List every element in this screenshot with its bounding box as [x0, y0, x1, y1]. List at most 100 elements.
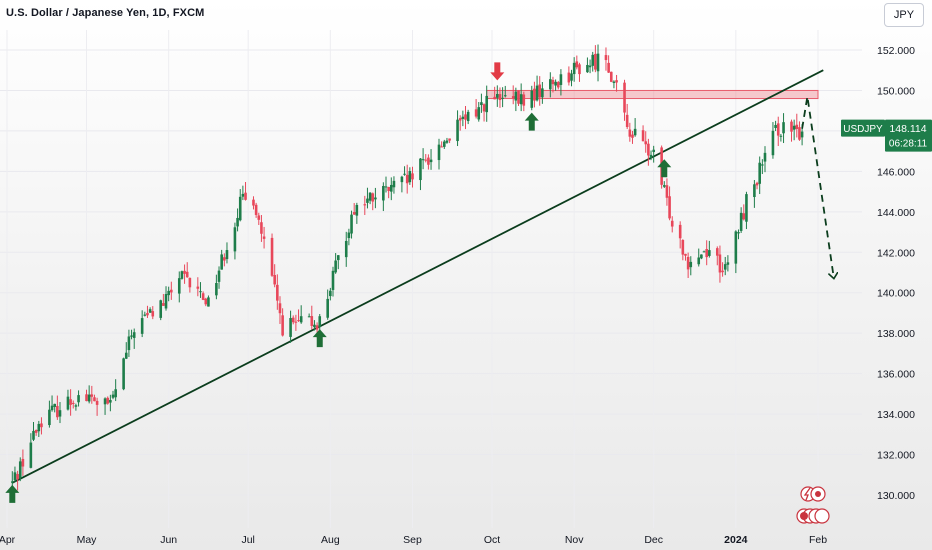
candle-body[interactable] [220, 254, 223, 270]
candle-body[interactable] [347, 232, 351, 239]
candle-body[interactable] [594, 53, 597, 70]
candle-body[interactable] [549, 79, 552, 90]
candle-body[interactable] [715, 248, 719, 256]
candle-body[interactable] [625, 114, 629, 128]
candle-body[interactable] [424, 159, 428, 161]
candle-body[interactable] [631, 134, 634, 138]
candle-body[interactable] [503, 95, 507, 97]
candle-body[interactable] [578, 64, 581, 75]
candle-body[interactable] [607, 62, 610, 73]
candle-body[interactable] [705, 249, 708, 258]
candle-body[interactable] [127, 336, 131, 351]
candle-body[interactable] [530, 90, 534, 108]
candle-body[interactable] [721, 270, 724, 273]
candle-body[interactable] [586, 64, 589, 73]
candle-body[interactable] [183, 270, 186, 274]
candle-body[interactable] [761, 164, 764, 166]
trendline[interactable] [11, 69, 824, 484]
candle-body[interactable] [427, 157, 430, 165]
candle-body[interactable] [628, 129, 632, 137]
candle-body[interactable] [604, 55, 608, 61]
candle-body[interactable] [315, 325, 319, 330]
candle-body[interactable] [384, 186, 388, 188]
candle-body[interactable] [517, 90, 520, 104]
candle-body[interactable] [254, 204, 258, 215]
candle-body[interactable] [238, 196, 242, 221]
candle-body[interactable] [318, 316, 322, 328]
candle-body[interactable] [329, 290, 332, 297]
candle-body[interactable] [763, 152, 767, 162]
candle-body[interactable] [795, 124, 799, 129]
candle-body[interactable] [215, 282, 218, 296]
events-icon[interactable] [800, 486, 826, 502]
candle-body[interactable] [130, 335, 133, 337]
candle-body[interactable] [252, 199, 255, 206]
candle-body[interactable] [588, 65, 592, 68]
candle-body[interactable] [429, 159, 433, 163]
candle-body[interactable] [34, 430, 38, 433]
candle-body[interactable] [368, 192, 372, 201]
candle-body[interactable] [522, 94, 526, 106]
candle-body[interactable] [464, 114, 467, 120]
candle-body[interactable] [474, 109, 478, 117]
candle-body[interactable] [419, 158, 422, 181]
candle-body[interactable] [87, 394, 91, 402]
candle-body[interactable] [299, 316, 303, 323]
candle-body[interactable] [122, 358, 125, 390]
candle-body[interactable] [307, 316, 311, 318]
candle-body[interactable] [66, 396, 70, 410]
candle-body[interactable] [403, 173, 406, 175]
candle-body[interactable] [40, 423, 43, 428]
candle-body[interactable] [448, 138, 451, 141]
candle-body[interactable] [753, 184, 756, 198]
candle-body[interactable] [162, 303, 165, 306]
candle-body[interactable] [652, 149, 655, 153]
candle-body[interactable] [742, 213, 746, 220]
candle-body[interactable] [185, 271, 189, 278]
candle-body[interactable] [408, 171, 412, 183]
candle-body[interactable] [244, 192, 247, 200]
candle-body[interactable] [466, 111, 470, 122]
candle-body[interactable] [313, 324, 316, 328]
candle-body[interactable] [106, 397, 110, 404]
candle-body[interactable] [77, 395, 80, 403]
candle-body[interactable] [109, 399, 112, 403]
candle-body[interactable] [493, 96, 496, 100]
candle-body[interactable] [649, 154, 653, 158]
candle-body[interactable] [591, 54, 595, 66]
candle-body[interactable] [443, 141, 446, 147]
candle-body[interactable] [774, 124, 777, 128]
candle-body[interactable] [58, 410, 62, 417]
candle-body[interactable] [53, 403, 57, 407]
candle-body[interactable] [21, 458, 25, 467]
candle-body[interactable] [790, 121, 793, 132]
candle-body[interactable] [697, 257, 701, 265]
candle-body[interactable] [758, 162, 761, 184]
candle-body[interactable] [700, 254, 703, 259]
candle-body[interactable] [596, 53, 600, 72]
candle-body[interactable] [496, 93, 499, 98]
candle-body[interactable] [207, 297, 210, 307]
candle-body[interactable] [336, 255, 340, 261]
candle-body[interactable] [74, 405, 78, 407]
candle-body[interactable] [103, 398, 107, 405]
candle-body[interactable] [681, 239, 685, 255]
candle-body[interactable] [570, 73, 573, 81]
candle-body[interactable] [13, 472, 17, 481]
candle-body[interactable] [737, 232, 740, 234]
candle-body[interactable] [647, 143, 650, 156]
candle-body[interactable] [689, 261, 693, 268]
candle-body[interactable] [363, 204, 367, 206]
candle-body[interactable] [684, 253, 687, 256]
candle-body[interactable] [159, 300, 163, 318]
candle-body[interactable] [668, 196, 671, 219]
candle-body[interactable] [792, 125, 796, 130]
candle-body[interactable] [437, 144, 441, 161]
candle-body[interactable] [273, 275, 276, 285]
currency-button[interactable]: JPY [884, 3, 924, 27]
candle-body[interactable] [289, 318, 292, 337]
candle-body[interactable] [48, 409, 51, 426]
candle-body[interactable] [556, 82, 560, 88]
candle-body[interactable] [538, 84, 542, 98]
